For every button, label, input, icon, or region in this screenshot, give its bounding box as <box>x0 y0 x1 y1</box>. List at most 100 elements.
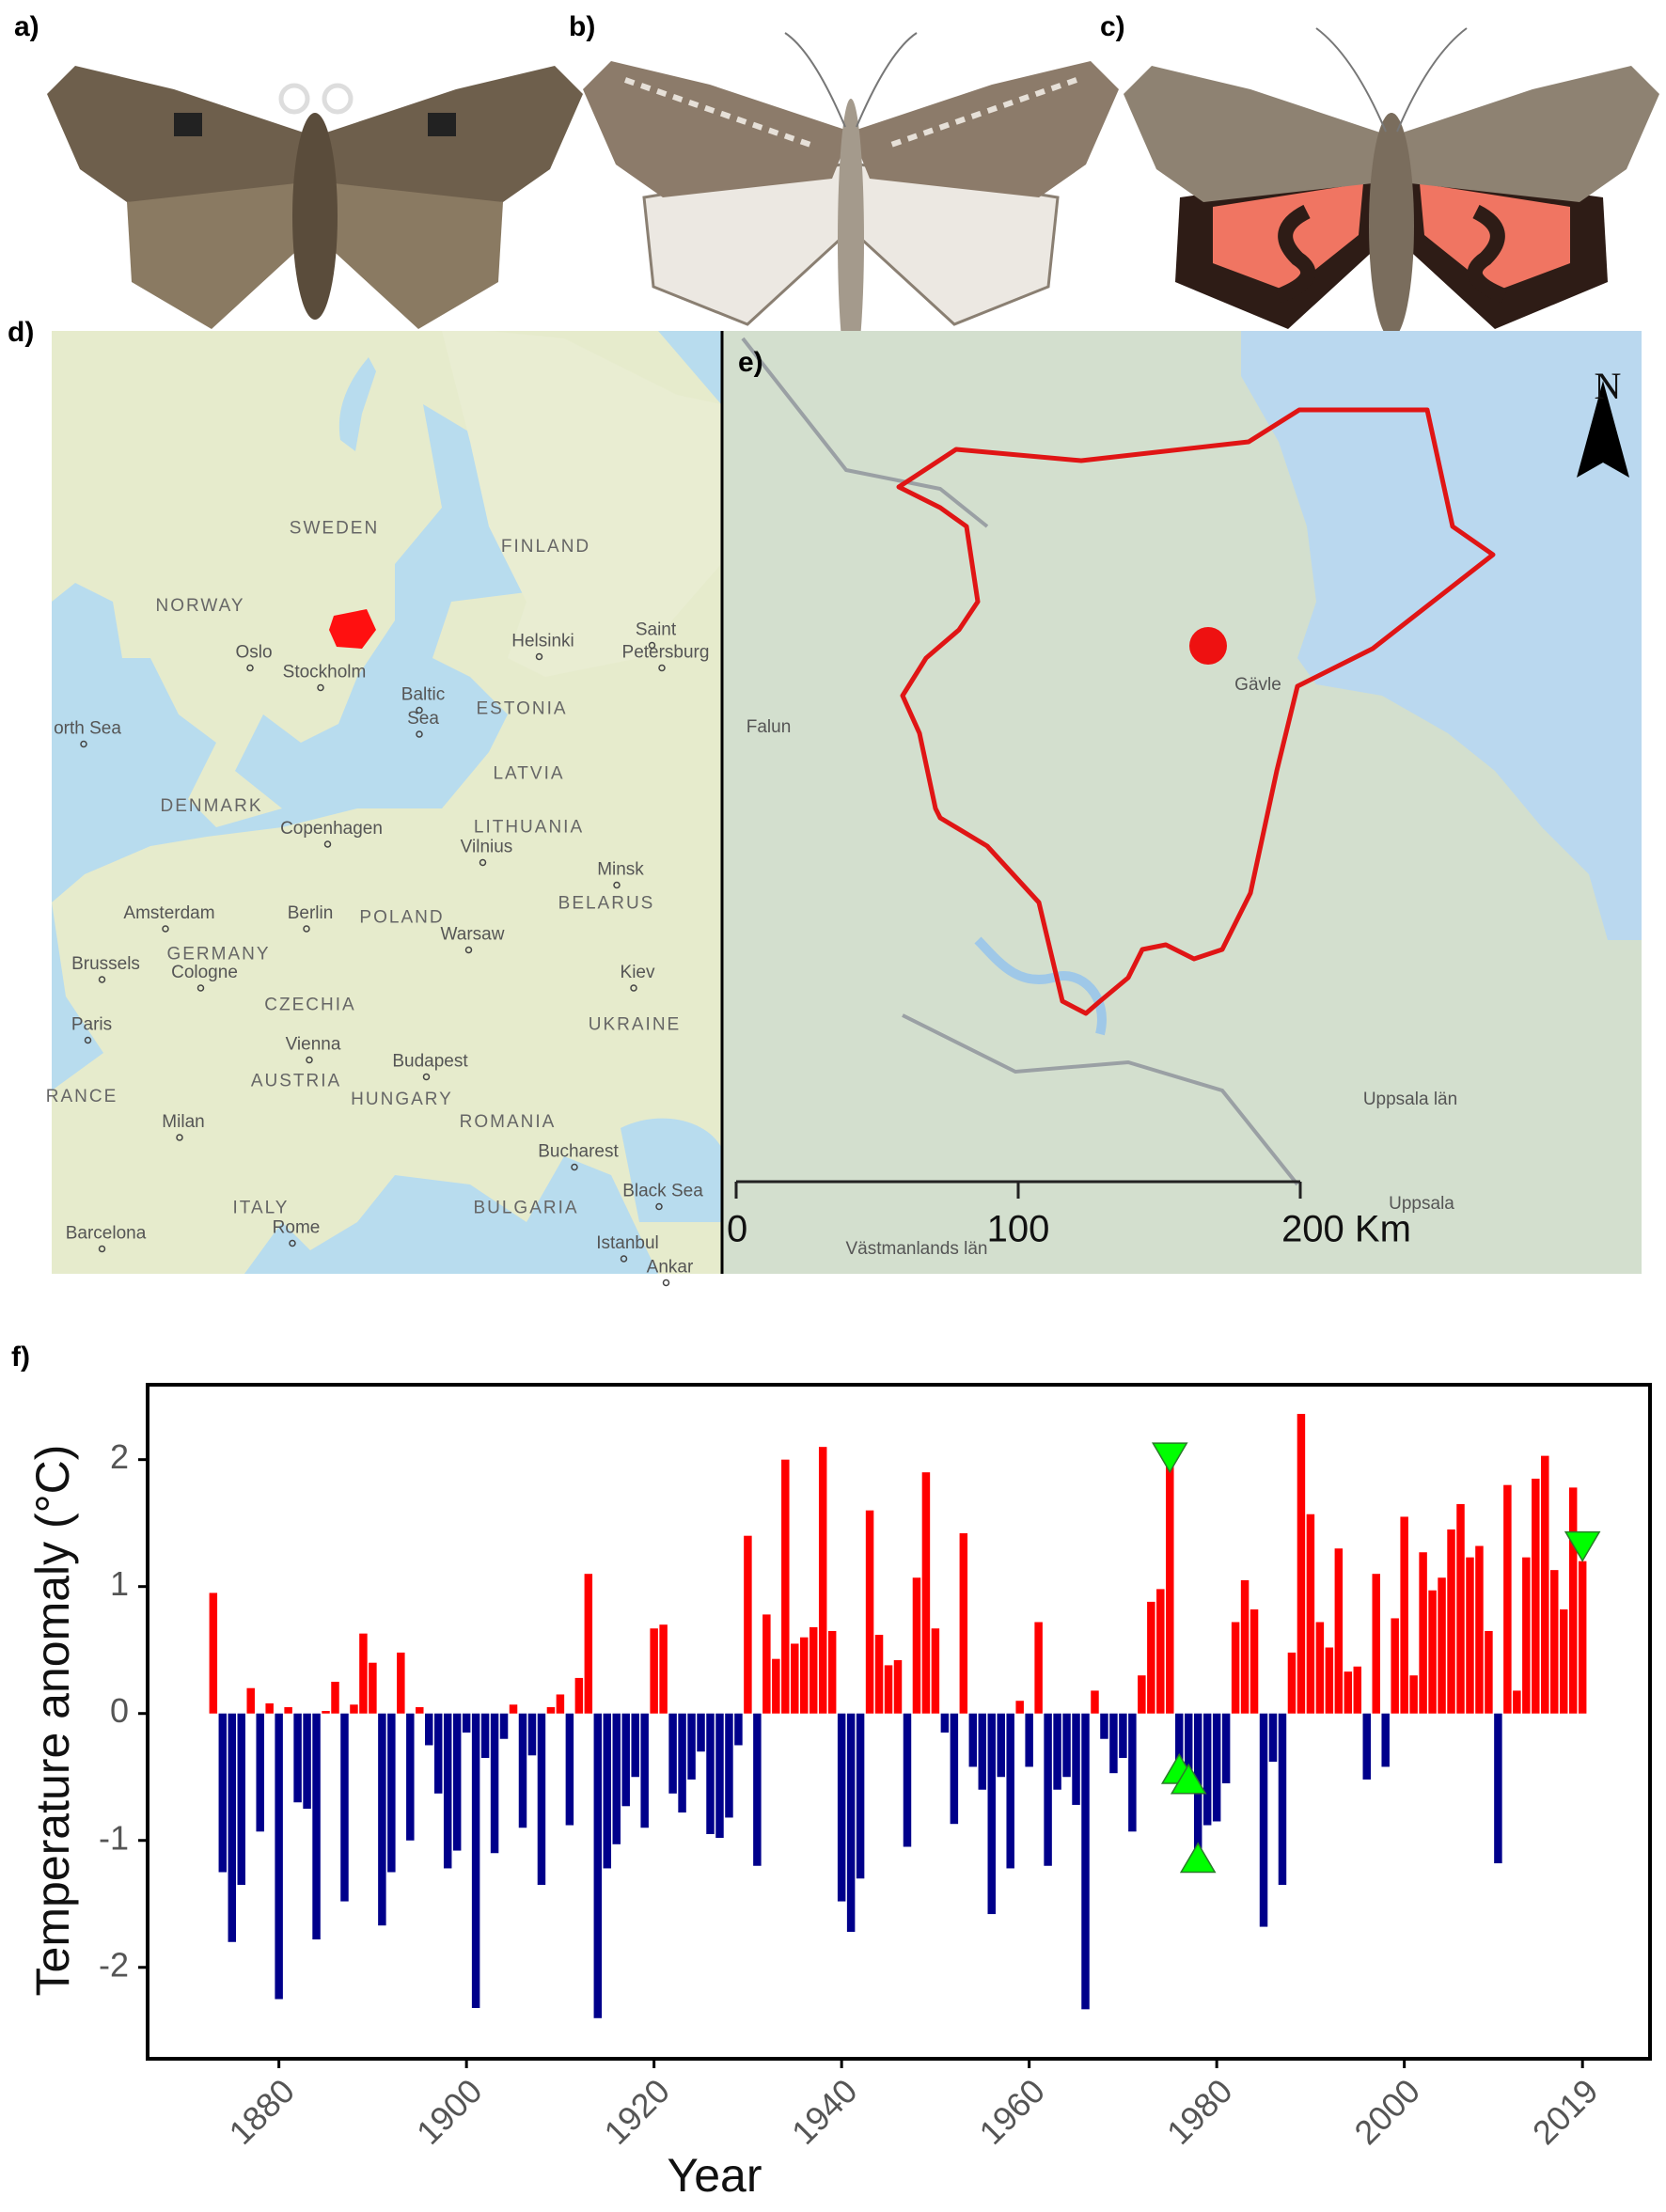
bar <box>1494 1713 1502 1864</box>
bar <box>574 1677 584 1714</box>
bar <box>228 1713 237 1942</box>
map-label: Västmanlands län <box>845 1239 987 1259</box>
bar <box>1522 1557 1531 1714</box>
panel-label: f) <box>11 1341 30 1373</box>
city-dot <box>620 1255 628 1263</box>
bar <box>1044 1713 1052 1866</box>
bar <box>1034 1622 1043 1714</box>
x-tick-label: 1980 <box>1159 2071 1240 2152</box>
bar <box>1325 1647 1334 1714</box>
bar <box>1250 1609 1259 1714</box>
bar <box>546 1706 556 1714</box>
bar <box>809 1626 818 1714</box>
bar <box>772 1658 780 1714</box>
city-dot <box>98 1245 106 1253</box>
map-label: Oslo <box>235 643 272 663</box>
map-label: Brussels <box>71 954 140 974</box>
y-tick-label: -1 <box>99 1818 129 1857</box>
bar <box>1419 1552 1427 1714</box>
bar <box>846 1713 856 1932</box>
bar <box>593 1713 603 2018</box>
map-label: Minsk <box>597 860 644 880</box>
marker <box>1151 1442 1188 1474</box>
bar <box>462 1713 471 1733</box>
x-tick-label: 2000 <box>1346 2071 1427 2152</box>
bar <box>471 1713 480 2008</box>
bar <box>1259 1713 1268 1927</box>
bar <box>369 1662 377 1714</box>
map-label: ITALY <box>233 1199 290 1218</box>
bar <box>1231 1622 1240 1714</box>
marker <box>1564 1530 1601 1562</box>
city-dot <box>630 984 637 992</box>
bar <box>856 1713 865 1879</box>
bar <box>762 1614 771 1714</box>
bar <box>1072 1713 1080 1805</box>
map-label: Uppsala län <box>1363 1090 1457 1109</box>
bar <box>378 1713 386 1926</box>
bar <box>1221 1713 1231 1783</box>
map-europe <box>52 331 721 1274</box>
bar <box>968 1713 978 1767</box>
bar <box>584 1574 593 1714</box>
bar <box>246 1687 255 1714</box>
map-label: orth Sea <box>54 719 121 739</box>
map-label: Budapest <box>392 1052 468 1072</box>
bar <box>1025 1713 1033 1767</box>
map-label: LATVIA <box>493 764 564 784</box>
bar <box>987 1713 996 1915</box>
x-tick-label: 2019 <box>1525 2071 1606 2152</box>
bar <box>1485 1630 1493 1714</box>
bar <box>1550 1570 1559 1714</box>
bar <box>734 1713 743 1746</box>
marker <box>1179 1842 1217 1874</box>
bar <box>659 1624 668 1714</box>
map-label: Kiev <box>621 963 655 982</box>
city-dot <box>479 858 487 867</box>
city-dot <box>464 946 473 954</box>
marker <box>1170 1763 1207 1795</box>
bar <box>1166 1459 1174 1714</box>
moth-c <box>1124 27 1659 338</box>
bar <box>433 1713 443 1794</box>
plot-frame <box>146 1383 1652 2061</box>
map-label: Baltic <box>401 685 445 705</box>
bar <box>1109 1713 1118 1774</box>
bar <box>1128 1713 1137 1832</box>
map-label: Rome <box>273 1218 321 1238</box>
bar <box>1475 1545 1484 1714</box>
map-label: ESTONIA <box>476 699 567 719</box>
bar <box>1240 1579 1250 1714</box>
bar <box>406 1713 415 1841</box>
map-label: Vilnius <box>461 838 513 857</box>
bar <box>884 1665 893 1714</box>
city-dot <box>246 664 254 672</box>
bar <box>480 1713 490 1758</box>
y-tick-label: 1 <box>110 1564 129 1603</box>
map-region <box>723 331 1642 1274</box>
map-label: Istanbul <box>596 1233 659 1253</box>
city-dot <box>176 1134 183 1141</box>
bar <box>921 1472 931 1714</box>
bar <box>931 1628 940 1714</box>
map-label: Petersburg <box>622 643 710 663</box>
bar <box>874 1635 884 1714</box>
bar <box>997 1713 1005 1778</box>
map-label: RANCE <box>46 1087 118 1106</box>
bar <box>950 1713 959 1825</box>
map-labels: SWEDEN FINLAND NORWAY Oslo Stockholm Helsinki… <box>46 365 1621 1287</box>
map-label: AUSTRIA <box>251 1072 341 1091</box>
bar <box>1438 1577 1446 1714</box>
map-label: BELARUS <box>558 894 655 914</box>
bar <box>1428 1590 1437 1714</box>
bar <box>1015 1701 1024 1714</box>
bar <box>1156 1589 1165 1714</box>
x-tick-label: 1880 <box>221 2071 302 2152</box>
bar <box>1541 1455 1549 1714</box>
bar <box>565 1713 574 1826</box>
bar <box>527 1713 537 1756</box>
bar <box>1532 1478 1540 1714</box>
bar <box>209 1592 218 1714</box>
map-label: Ankar <box>647 1258 694 1278</box>
bar <box>697 1713 705 1752</box>
